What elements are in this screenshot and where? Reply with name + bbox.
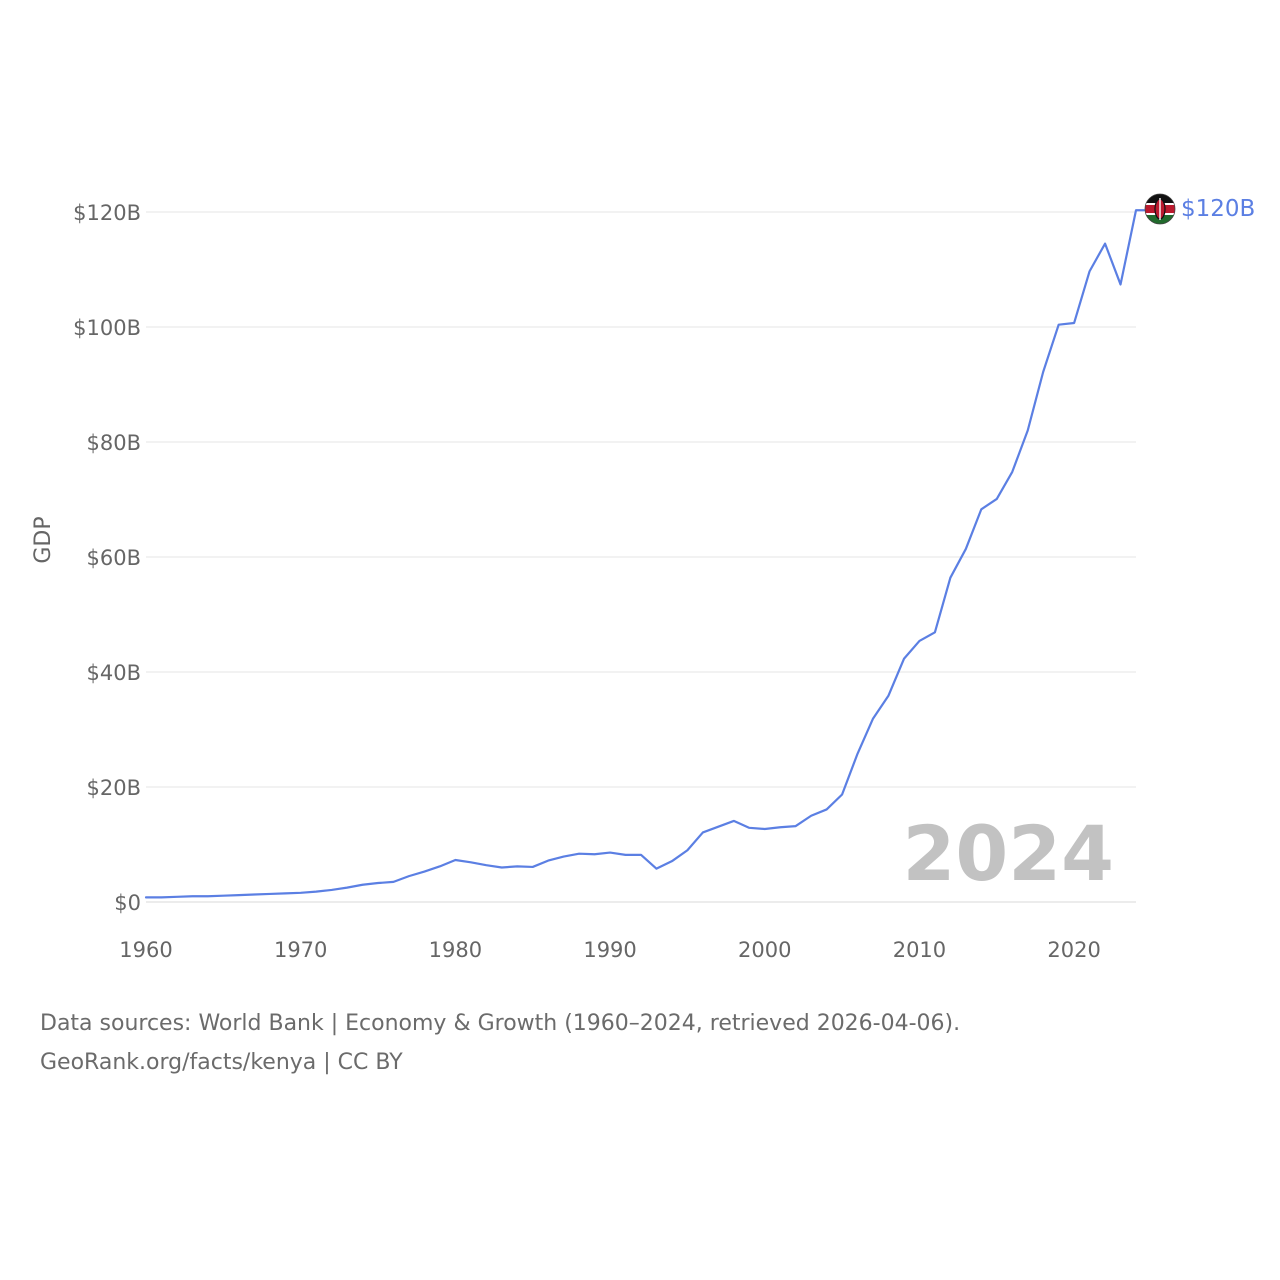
y-axis-title: GDP [31,516,56,563]
x-tick-label: 2020 [1047,938,1100,962]
x-tick-label: 1990 [583,938,636,962]
data-sources-text: Data sources: World Bank | Economy & Gro… [40,1011,961,1036]
x-axis-tick-labels: 1960 1970 1980 1990 2000 2010 2020 [119,938,1101,962]
y-tick-label: $20B [87,776,142,800]
y-tick-label: $80B [87,431,142,455]
y-tick-label: $100B [73,316,141,340]
x-tick-label: 2000 [738,938,791,962]
x-tick-label: 1960 [119,938,172,962]
y-tick-label: $120B [73,201,141,225]
x-tick-label: 1980 [429,938,482,962]
attribution-text: GeoRank.org/facts/kenya | CC BY [40,1050,403,1075]
current-year-watermark: 2024 [902,809,1114,898]
y-tick-label: $40B [87,661,142,685]
series-end-marker [1144,193,1176,225]
gdp-line-chart: $0 $20B $40B $60B $80B $100B $120B 1960 1970 198… [31,193,1255,962]
series-line-kenya [144,209,1146,899]
x-tick-label: 1970 [274,938,327,962]
kenya-flag-icon [1145,194,1175,224]
chart-footer: Data sources: World Bank | Economy & Gro… [40,1004,960,1082]
y-tick-label: $0 [114,891,141,915]
y-axis-tick-labels: $0 $20B $40B $60B $80B $100B $120B [73,201,141,915]
gridlines [146,211,1136,788]
y-tick-label: $60B [87,546,142,570]
series-end-value-label: $120B [1181,196,1255,222]
x-tick-label: 2010 [893,938,946,962]
